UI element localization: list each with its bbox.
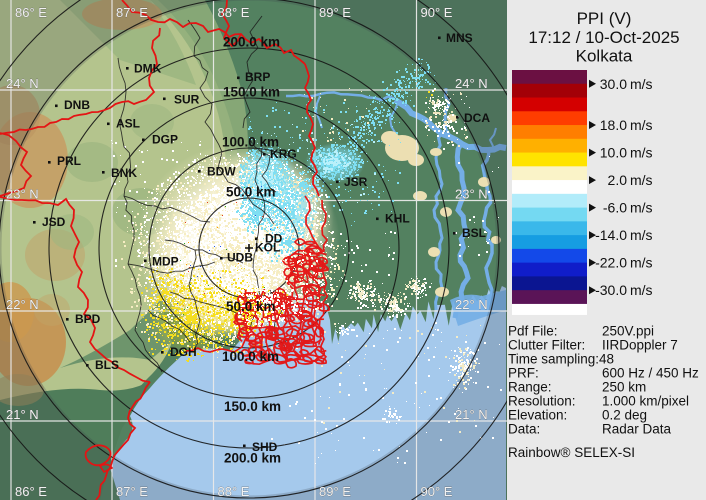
svg-text:DMK: DMK: [134, 62, 162, 76]
svg-text:PRF:: PRF:: [508, 366, 539, 381]
svg-text:88° E: 88° E: [218, 5, 250, 20]
svg-text:m/s: m/s: [630, 172, 653, 188]
svg-text:89° E: 89° E: [319, 484, 351, 499]
svg-text:BRP: BRP: [245, 70, 270, 84]
svg-text:Data:: Data:: [508, 422, 540, 437]
svg-text:10.0: 10.0: [600, 145, 627, 161]
svg-text:UDB: UDB: [227, 251, 253, 265]
svg-text:24° N: 24° N: [6, 76, 39, 91]
svg-text:2.0: 2.0: [608, 172, 628, 188]
svg-text:Range:: Range:: [508, 380, 552, 395]
svg-text:Clutter Filter:: Clutter Filter:: [508, 338, 585, 353]
svg-text:30.0: 30.0: [600, 76, 627, 92]
svg-text:DGH: DGH: [170, 345, 197, 359]
svg-text:DCA: DCA: [464, 111, 490, 125]
svg-text:KOL: KOL: [255, 241, 280, 255]
svg-text:50.0 km: 50.0 km: [226, 185, 276, 200]
svg-text:KRG: KRG: [270, 147, 297, 161]
svg-text:Kolkata: Kolkata: [576, 47, 633, 66]
svg-text:-30.0: -30.0: [595, 282, 627, 298]
svg-text:DD: DD: [265, 232, 283, 246]
svg-text:21° N: 21° N: [455, 407, 488, 422]
svg-text:m/s: m/s: [630, 227, 653, 243]
svg-text:200.0 km: 200.0 km: [224, 451, 281, 466]
svg-text:89° E: 89° E: [319, 5, 351, 20]
svg-text:22° N: 22° N: [6, 297, 39, 312]
svg-text:23° N: 23° N: [6, 187, 39, 202]
svg-text:17:12 / 10-Oct-2025: 17:12 / 10-Oct-2025: [528, 28, 679, 47]
svg-text:MNS: MNS: [446, 31, 473, 45]
svg-text:1.000 km/pixel: 1.000 km/pixel: [602, 394, 689, 409]
svg-text:-14.0: -14.0: [595, 227, 627, 243]
svg-text:87° E: 87° E: [116, 484, 148, 499]
svg-text:PRL: PRL: [57, 154, 81, 168]
svg-text:-22.0: -22.0: [595, 255, 627, 271]
svg-text:250 km: 250 km: [602, 380, 646, 395]
svg-text:88° E: 88° E: [218, 484, 250, 499]
svg-text:m/s: m/s: [630, 282, 653, 298]
svg-text:87° E: 87° E: [116, 5, 148, 20]
svg-text:200.0 km: 200.0 km: [223, 35, 280, 50]
svg-text:Resolution:: Resolution:: [508, 394, 576, 409]
svg-text:150.0 km: 150.0 km: [224, 399, 281, 414]
svg-text:100.0 km: 100.0 km: [222, 349, 279, 364]
svg-text:m/s: m/s: [630, 117, 653, 133]
svg-text:50.0 km: 50.0 km: [226, 299, 276, 314]
svg-text:-6.0: -6.0: [603, 200, 627, 216]
svg-text:600 Hz / 450 Hz: 600 Hz / 450 Hz: [602, 366, 699, 381]
svg-text:KHL: KHL: [385, 212, 410, 226]
svg-text:150.0 km: 150.0 km: [223, 85, 280, 100]
svg-text:DNB: DNB: [64, 98, 90, 112]
svg-text:IIRDoppler 7: IIRDoppler 7: [602, 338, 678, 353]
svg-text:SUR: SUR: [174, 93, 200, 107]
svg-text:0.2 deg: 0.2 deg: [602, 408, 647, 423]
svg-text:90° E: 90° E: [421, 5, 453, 20]
svg-text:BDW: BDW: [207, 165, 236, 179]
svg-text:Rainbow® SELEX-SI: Rainbow® SELEX-SI: [508, 445, 635, 460]
svg-text:ASL: ASL: [116, 117, 140, 131]
svg-text:86° E: 86° E: [15, 5, 47, 20]
svg-text:BPD: BPD: [75, 312, 101, 326]
svg-text:23° N: 23° N: [455, 187, 488, 202]
svg-text:BLS: BLS: [95, 358, 119, 372]
svg-text:90° E: 90° E: [421, 484, 453, 499]
svg-text:m/s: m/s: [630, 255, 653, 271]
svg-text:SHD: SHD: [252, 440, 278, 454]
svg-text:JSR: JSR: [344, 175, 368, 189]
svg-text:Pdf File:: Pdf File:: [508, 324, 558, 339]
svg-text:Radar Data: Radar Data: [602, 422, 672, 437]
svg-text:100.0 km: 100.0 km: [222, 135, 279, 150]
svg-text:Time sampling:48: Time sampling:48: [508, 352, 614, 367]
svg-text:24° N: 24° N: [455, 76, 488, 91]
svg-text:m/s: m/s: [630, 76, 653, 92]
svg-text:250V.ppi: 250V.ppi: [602, 324, 654, 339]
svg-text:m/s: m/s: [630, 145, 653, 161]
svg-text:JSD: JSD: [42, 215, 66, 229]
svg-text:22° N: 22° N: [455, 297, 488, 312]
svg-text:86° E: 86° E: [15, 484, 47, 499]
svg-text:Elevation:: Elevation:: [508, 408, 567, 423]
svg-text:18.0: 18.0: [600, 117, 627, 133]
svg-text:21° N: 21° N: [6, 407, 39, 422]
svg-text:DGP: DGP: [152, 133, 178, 147]
svg-text:BNK: BNK: [111, 166, 137, 180]
svg-text:BSL: BSL: [462, 226, 486, 240]
svg-text:MDP: MDP: [152, 255, 179, 269]
svg-text:m/s: m/s: [630, 200, 653, 216]
svg-text:PPI (V): PPI (V): [577, 9, 632, 28]
